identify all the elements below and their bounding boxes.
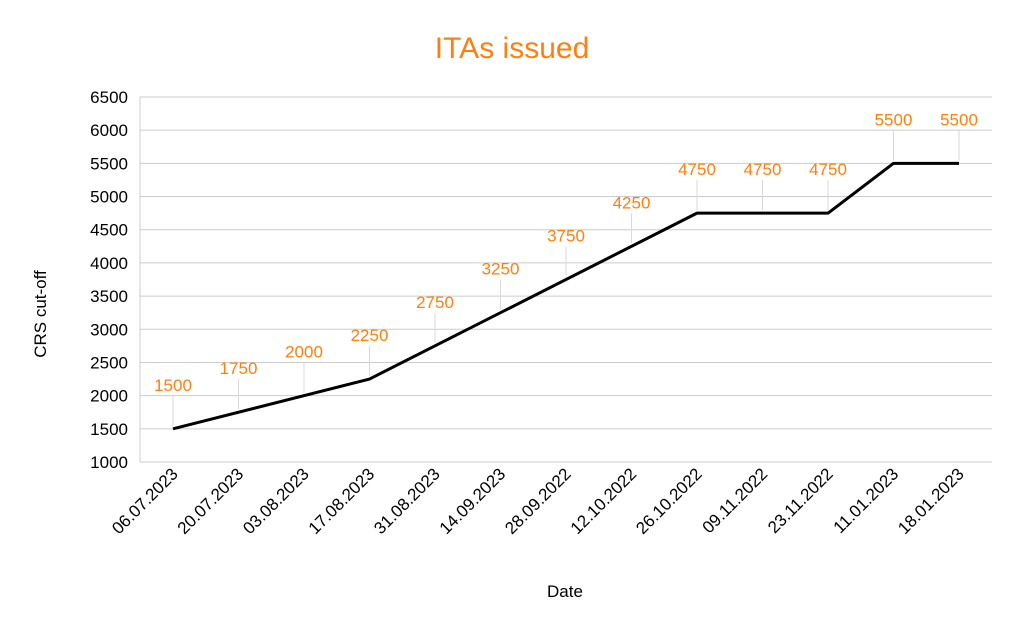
data-label-1: 1750 — [220, 359, 258, 378]
x-tick-label-0: 06.07.2023 — [108, 464, 182, 538]
data-label-6: 3750 — [547, 227, 585, 246]
data-label-8: 4750 — [678, 160, 716, 179]
y-tick-label-5000: 5000 — [90, 188, 128, 207]
y-tick-label-1500: 1500 — [90, 420, 128, 439]
data-label-2: 2000 — [285, 343, 323, 362]
gridlines — [139, 96, 992, 463]
x-tick-label-9: 09.11.2022 — [699, 464, 772, 537]
x-tick-label-7: 12.10.2022 — [567, 464, 641, 538]
x-tick-label-3: 17.08.2023 — [305, 464, 379, 538]
x-tick-label-5: 14.09.2023 — [436, 464, 510, 538]
y-axis-label: CRS cut-off — [31, 270, 50, 358]
y-tick-label-2500: 2500 — [90, 353, 128, 372]
x-tick-label-11: 11.01.2023 — [830, 464, 903, 537]
data-label-12: 5500 — [940, 110, 978, 129]
y-tick-label-6500: 6500 — [90, 88, 128, 107]
y-tick-label-1000: 1000 — [90, 453, 128, 472]
y-tick-label-5500: 5500 — [90, 154, 128, 173]
data-label-5: 3250 — [482, 260, 520, 279]
x-axis-ticks: 06.07.202320.07.202303.08.202317.08.2023… — [108, 464, 968, 538]
chart-title: ITAs issued — [435, 32, 590, 65]
data-label-0: 1500 — [154, 376, 192, 395]
y-axis-ticks: 1000 1500 2000 2500 3000 3500 4000 4500 5000 5500… — [90, 88, 128, 472]
y-tick-label-3000: 3000 — [90, 320, 128, 339]
data-label-9: 4750 — [744, 160, 782, 179]
y-tick-label-4500: 4500 — [90, 221, 128, 240]
data-labels: 1500 1750 2000 2250 2750 3250 3750 4250 4750 4750… — [154, 110, 978, 394]
x-tick-label-6: 28.09.2022 — [501, 464, 575, 538]
data-label-3: 2250 — [351, 326, 389, 345]
data-label-leaders — [172, 130, 960, 426]
series-line-crs-cutoff — [172, 161, 959, 431]
x-tick-label-12: 18.01.2023 — [894, 464, 968, 538]
y-tick-label-3500: 3500 — [90, 287, 128, 306]
y-tick-label-6000: 6000 — [90, 121, 128, 140]
data-label-7: 4250 — [613, 193, 651, 212]
data-label-11: 5500 — [875, 110, 913, 129]
x-tick-label-4: 31.08.2023 — [370, 464, 444, 538]
x-tick-label-8: 26.10.2022 — [632, 464, 706, 538]
x-tick-label-1: 20.07.2023 — [174, 464, 248, 538]
y-tick-label-2000: 2000 — [90, 387, 128, 406]
x-axis-label: Date — [547, 582, 583, 601]
data-label-4: 2750 — [416, 293, 454, 312]
data-label-10: 4750 — [809, 160, 847, 179]
x-tick-label-10: 23.11.2022 — [764, 464, 837, 537]
y-tick-label-4000: 4000 — [90, 254, 128, 273]
x-tick-label-2: 03.08.2023 — [239, 464, 313, 538]
